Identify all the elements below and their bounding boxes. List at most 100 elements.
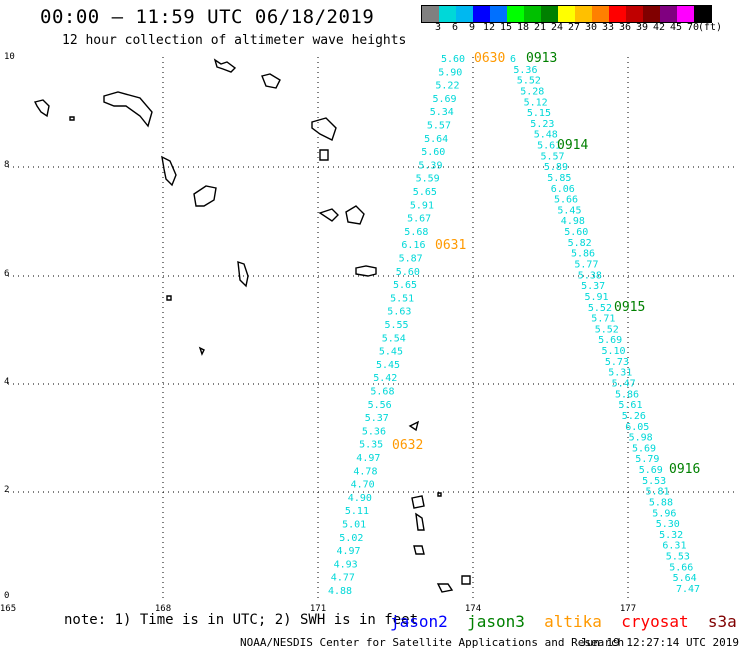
- legend-swatch: [694, 6, 711, 22]
- jason3-time-label: 0913: [526, 51, 557, 66]
- legend-swatch: [507, 6, 524, 22]
- jason3-swh-value: 5.60: [564, 227, 588, 238]
- altika-time-label: 0631: [435, 238, 466, 253]
- jason3-swh-value: 5.38: [578, 270, 602, 281]
- jason3-swh-value: 5.47: [612, 379, 636, 390]
- jason3-swh-value: 5.31: [608, 368, 632, 379]
- legend-label: 36: [618, 22, 632, 33]
- island-outline: [103, 91, 153, 128]
- jason3-swh-value: 5.69: [639, 465, 663, 476]
- altika-swh-value: 5.60: [441, 54, 465, 65]
- jason3-swh-value: 5.85: [547, 173, 571, 184]
- y-axis-label: 4: [4, 377, 9, 387]
- altika-swh-value: 5.55: [385, 320, 409, 331]
- altika-swh-value: 5.90: [438, 67, 462, 78]
- altika-swh-value: 5.42: [373, 373, 397, 384]
- altika-swh-value: 5.65: [393, 280, 417, 291]
- jason3-track: 65.365.525.285.125.155.235.485.615.575.8…: [510, 54, 700, 595]
- legend-label: (ft): [697, 22, 723, 33]
- altika-swh-value: 5.56: [368, 400, 392, 411]
- altika-swh-value: 4.70: [351, 480, 375, 491]
- altika-swh-value: 5.67: [407, 214, 431, 225]
- jason3-swh-value: 5.98: [629, 433, 653, 444]
- island-outline: [436, 583, 454, 593]
- altika-swh-value: 5.36: [362, 426, 386, 437]
- jason3-swh-value: 5.88: [649, 498, 673, 509]
- legend-label: 45: [669, 22, 683, 33]
- jason3-swh-value: 5.71: [591, 314, 615, 325]
- jason3-swh-value: 6.05: [625, 422, 649, 433]
- jason3-swh-value: 5.64: [673, 573, 697, 584]
- legend-label: 18: [516, 22, 530, 33]
- y-axis-label: 6: [4, 269, 9, 279]
- jason3-swh-value: 5.89: [544, 162, 568, 173]
- jason3-swh-value: 5.52: [595, 324, 619, 335]
- map-grid: [8, 57, 735, 601]
- jason3-swh-value: 6.31: [662, 541, 686, 552]
- altika-swh-value: 5.35: [359, 440, 383, 451]
- satellite-name-s3a: s3a: [707, 612, 737, 631]
- island-outlines: [33, 58, 471, 593]
- x-axis-label: 171: [310, 604, 326, 614]
- jason3-swh-value: 5.61: [618, 400, 642, 411]
- island-outline: [415, 512, 425, 531]
- legend-label: 3: [434, 22, 442, 33]
- legend-label: 12: [482, 22, 496, 33]
- island-outline: [237, 260, 249, 288]
- legend-label: 24: [550, 22, 564, 33]
- legend-label: 27: [567, 22, 581, 33]
- altika-swh-value: 5.63: [387, 307, 411, 318]
- altika-swh-value: 5.34: [430, 107, 454, 118]
- island-outline: [461, 575, 471, 585]
- island-outline: [413, 545, 425, 555]
- jason3-swh-value: 5.86: [615, 389, 639, 400]
- jason3-swh-value: 5.79: [635, 454, 659, 465]
- altika-swh-value: 5.54: [382, 333, 406, 344]
- altika-swh-value: 4.97: [337, 546, 361, 557]
- legend-label: 15: [499, 22, 513, 33]
- legend-swatch: [439, 6, 456, 22]
- jason3-swh-value: 5.10: [602, 346, 626, 357]
- altika-swh-value: 5.68: [370, 387, 394, 398]
- jason3-swh-value: 5.61: [537, 141, 561, 152]
- jason3-swh-value: 5.77: [574, 260, 598, 271]
- altika-swh-value: 4.93: [334, 559, 358, 570]
- x-axis-label: 165: [0, 604, 16, 614]
- legend-label: 21: [533, 22, 547, 33]
- jason3-swh-value: 5.23: [530, 119, 554, 130]
- altika-swh-value: 5.02: [339, 533, 363, 544]
- map-subtitle: 12 hour collection of altimeter wave hei…: [62, 33, 407, 48]
- legend-swatch: [592, 6, 609, 22]
- altika-swh-value: 4.78: [353, 466, 377, 477]
- jason3-swh-value: 5.30: [656, 519, 680, 530]
- footer-credit: NOAA/NESDIS Center for Satellite Applica…: [240, 636, 625, 649]
- jason3-swh-value: 5.66: [669, 562, 693, 573]
- island-outline: [355, 265, 377, 277]
- island-outline: [311, 117, 337, 141]
- legend-swatch: [490, 6, 507, 22]
- altika-time-label: 0630: [474, 51, 505, 66]
- legend-swatch: [677, 6, 694, 22]
- axis-labels: 165 168 171 174 177 0 2 4 6 8 10: [0, 52, 636, 614]
- jason3-swh-value: 5.69: [632, 443, 656, 454]
- island-outline: [166, 295, 172, 301]
- legend-label: 9: [468, 22, 476, 33]
- altika-swh-value: 5.64: [424, 134, 448, 145]
- altika-swh-value: 5.39: [418, 160, 442, 171]
- legend-swatch: [609, 6, 626, 22]
- legend-label: 42: [652, 22, 666, 33]
- jason3-swh-value: 5.53: [642, 476, 666, 487]
- jason3-swh-value: 4.98: [561, 216, 585, 227]
- altika-swh-value: 5.60: [421, 147, 445, 158]
- color-legend-bar: [421, 5, 712, 23]
- island-outline: [345, 205, 365, 225]
- jason3-swh-value: 5.36: [513, 65, 537, 76]
- y-axis-label: 8: [4, 160, 9, 170]
- jason3-time-label: 0916: [669, 462, 700, 477]
- jason3-swh-value: 5.66: [554, 195, 578, 206]
- island-outline: [161, 155, 177, 187]
- altika-swh-value: 4.97: [356, 453, 380, 464]
- legend-label: 6: [451, 22, 459, 33]
- satellite-name-jason3: jason3: [467, 612, 545, 631]
- altika-swh-value: 5.45: [379, 347, 403, 358]
